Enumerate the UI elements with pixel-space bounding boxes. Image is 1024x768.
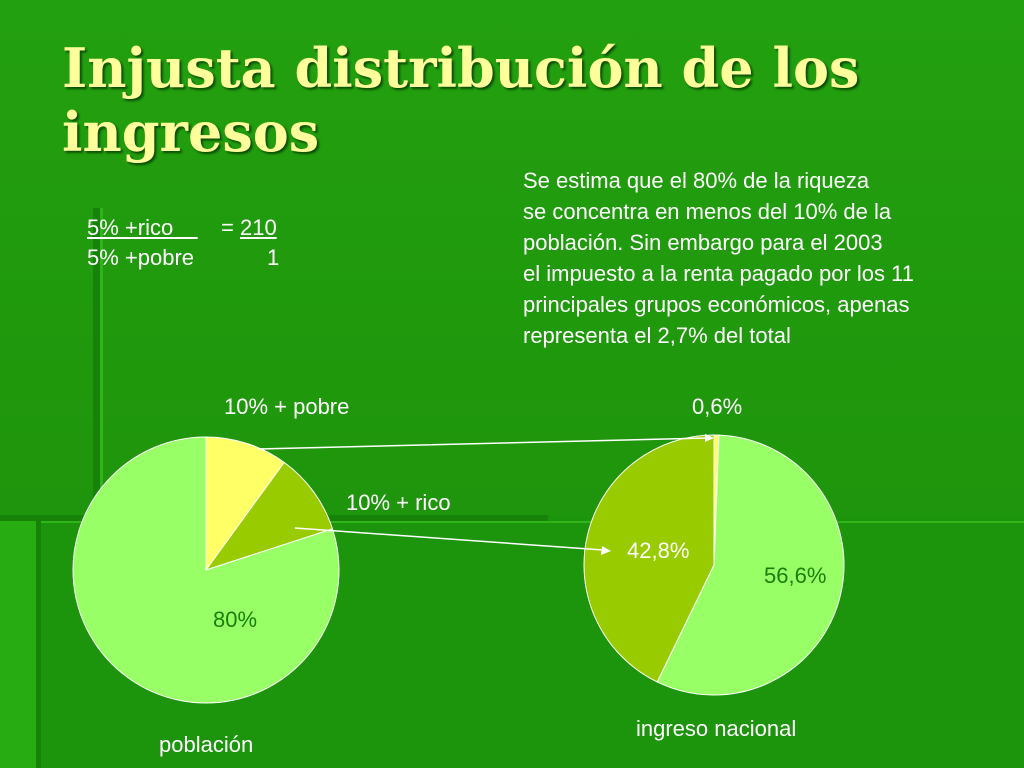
- poor-label: 5% +pobre: [87, 245, 195, 270]
- label-poblacion: población: [159, 732, 253, 757]
- note-paragraph: Se estima que el 80% de la riqueza se co…: [523, 166, 914, 352]
- label-10-rico: 10% + rico: [346, 490, 451, 515]
- decor-line: [36, 521, 41, 768]
- note-line: Se estima que el 80% de la riqueza: [523, 168, 870, 193]
- arrow-rich: [294, 527, 604, 551]
- label-42-8: 42,8%: [627, 538, 689, 563]
- pie-slice: [656, 434, 845, 696]
- pie-ingreso-nacional: [583, 434, 845, 696]
- label-10-pobre: 10% + pobre: [224, 394, 349, 419]
- pie-slice: [583, 434, 715, 683]
- rich-value-number: 210: [239, 215, 277, 240]
- note-line: el impuesto a la renta pagado por los 11: [523, 261, 914, 286]
- arrow-poor: [257, 437, 708, 450]
- background-strip: [0, 515, 36, 768]
- label-ingreso-nacional: ingreso nacional: [636, 716, 796, 741]
- rich-value: = 210: [221, 213, 277, 243]
- arrow-poor-head: [705, 434, 714, 442]
- note-line: representa el 2,7% del total: [523, 323, 791, 348]
- label-0-6: 0,6%: [692, 394, 742, 419]
- note-line: principales grupos económicos, apenas: [523, 292, 910, 317]
- pie-slice: [204, 461, 334, 571]
- poor-value: 1: [267, 245, 280, 270]
- pie-poblacion: [72, 436, 340, 704]
- arrow-rich-head: [601, 546, 611, 555]
- connector-arrows: [257, 434, 714, 555]
- rich-value-text: = 210: [221, 215, 277, 240]
- pie-slice: [205, 436, 285, 572]
- pie-slice: [72, 436, 340, 704]
- note-line: población. Sin embargo para el 2003: [523, 230, 883, 255]
- slide-title: Injusta distribución de los ingresos: [62, 36, 860, 164]
- decor-line: [36, 521, 1024, 523]
- decor-line: [100, 208, 103, 520]
- label-56-6: 56,6%: [764, 563, 826, 588]
- note-line: se concentra en menos del 10% de la: [523, 199, 892, 224]
- rich-label: 5% +rico: [87, 215, 198, 240]
- decor-line: [93, 208, 100, 520]
- label-80: 80%: [213, 607, 257, 632]
